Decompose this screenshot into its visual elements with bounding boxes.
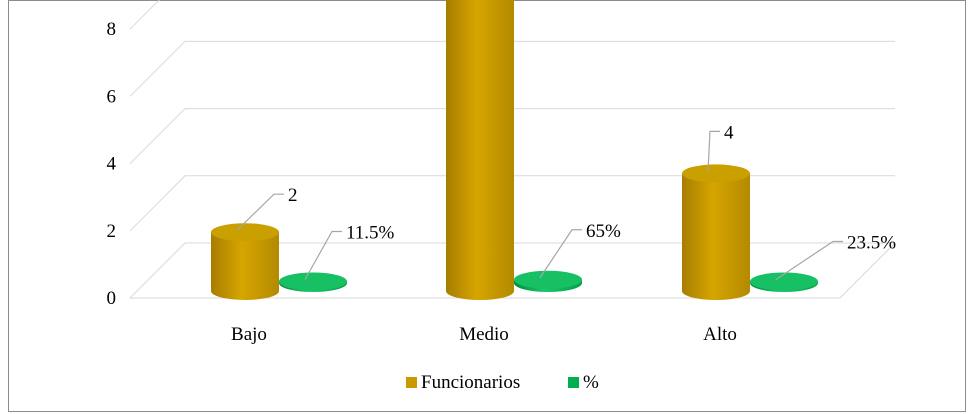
- bar-funcionarios-bajo: [211, 223, 279, 300]
- y-tick-label: 0: [107, 288, 117, 309]
- x-tick-label: Bajo: [231, 324, 267, 345]
- bar-pct-alto: [750, 272, 818, 292]
- gridline: [129, 108, 895, 164]
- legend-label: %: [583, 372, 599, 393]
- gridline: [129, 40, 895, 97]
- leader-line: [707, 130, 720, 172]
- legend-swatch: [568, 377, 579, 388]
- x-tick-label: Medio: [459, 324, 509, 345]
- gridline: [129, 175, 895, 232]
- y-tick-label: 4: [107, 154, 117, 175]
- leader-line: [775, 240, 843, 280]
- data-label: 2: [288, 185, 298, 206]
- leader-line: [236, 193, 284, 231]
- data-label: 11.5%: [346, 223, 395, 244]
- data-label: 23.5%: [847, 233, 896, 254]
- bar-funcionarios-alto: [682, 164, 750, 300]
- bar-funcionarios-medio: [446, 0, 514, 300]
- data-label: 4: [724, 122, 734, 143]
- floor-plane: [128, 242, 897, 299]
- data-label: 65%: [586, 221, 621, 242]
- y-tick-label: 8: [107, 19, 117, 40]
- leader-line: [539, 229, 582, 279]
- gridline: [129, 0, 160, 30]
- bar-pct-medio: [514, 270, 582, 292]
- bar-pct-bajo: [279, 272, 347, 292]
- x-tick-label: Alto: [703, 324, 737, 345]
- legend-swatch: [406, 377, 417, 388]
- y-tick-label: 2: [107, 221, 117, 242]
- leader-line: [304, 230, 342, 280]
- y-tick-label: 6: [107, 86, 117, 107]
- legend-label: Funcionarios: [421, 372, 520, 393]
